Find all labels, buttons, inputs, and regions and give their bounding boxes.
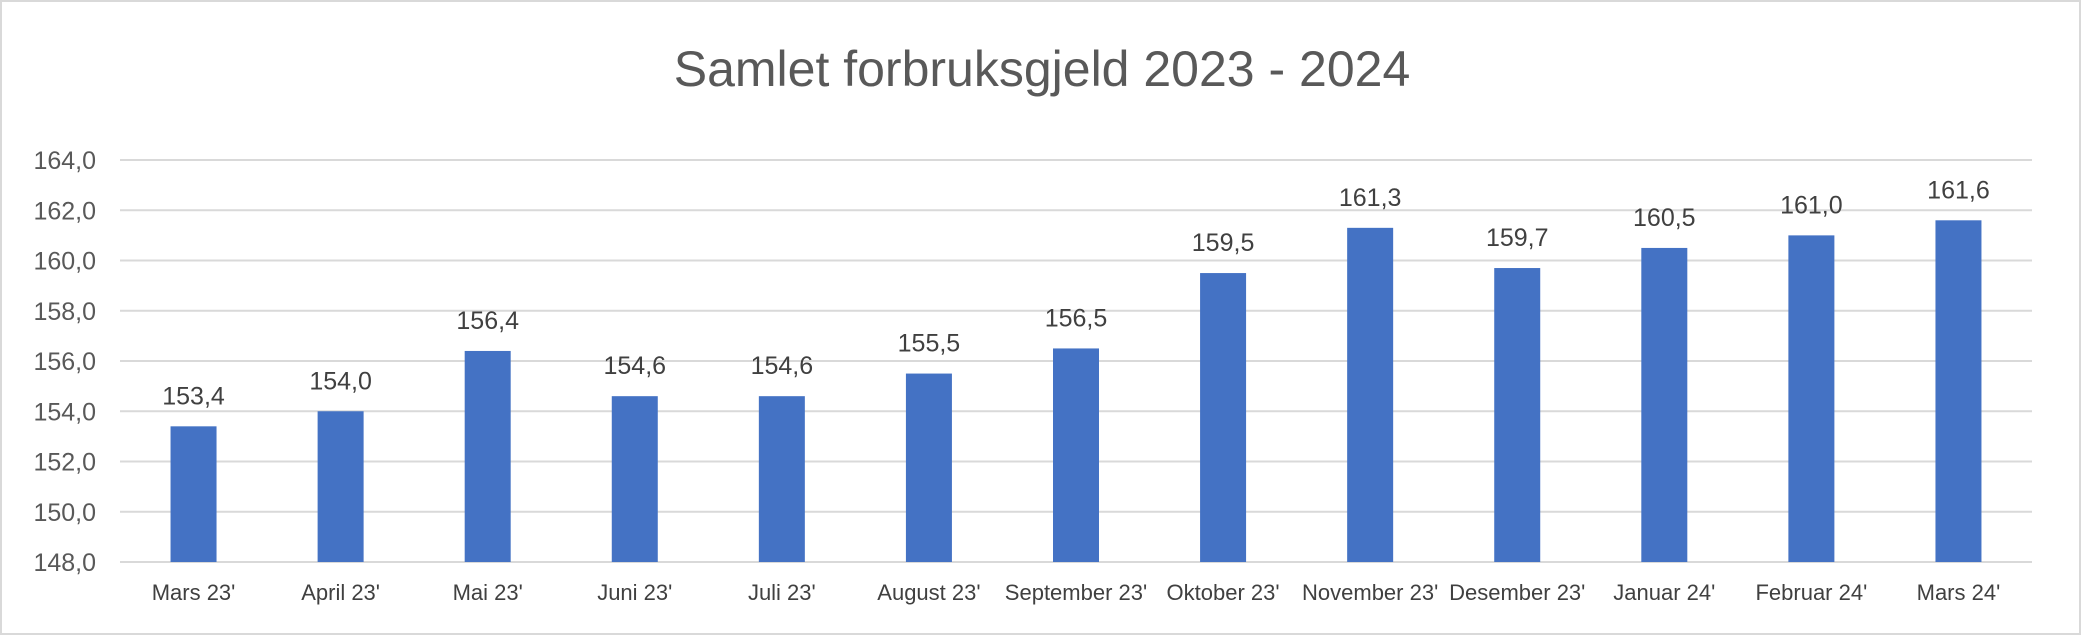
bar [170, 426, 217, 562]
bar [317, 411, 364, 562]
y-tick-label: 158,0 [33, 298, 96, 326]
x-tick-label: Mars 24' [1917, 580, 2001, 605]
data-label: 154,6 [751, 352, 814, 380]
bar [1200, 273, 1247, 562]
x-tick-label: Juli 23' [748, 580, 816, 605]
bar [1935, 220, 1982, 563]
y-tick-label: 160,0 [33, 248, 96, 276]
data-labels: 153,4 154,0 156,4 154,6 154,6 155,5 156,5 159,5… [162, 176, 1989, 410]
bar [1347, 227, 1394, 562]
data-label: 153,4 [162, 382, 225, 410]
data-label: 154,0 [309, 367, 372, 395]
bar [1788, 235, 1835, 562]
y-tick-label: 152,0 [33, 449, 96, 477]
x-tick-label: September 23' [1005, 580, 1147, 605]
data-label: 156,5 [1045, 304, 1108, 332]
bar [611, 396, 658, 562]
data-label: 155,5 [898, 330, 961, 358]
chart-title: Samlet forbruksgjeld 2023 - 2024 [674, 41, 1411, 97]
bar [1641, 247, 1688, 562]
x-tick-label: Februar 24' [1755, 580, 1867, 605]
data-label: 161,0 [1780, 191, 1843, 219]
y-tick-label: 156,0 [33, 348, 96, 376]
x-tick-label: Mai 23' [453, 580, 523, 605]
x-tick-label: Juni 23' [597, 580, 672, 605]
data-label: 161,6 [1927, 176, 1990, 204]
x-tick-label: Oktober 23' [1167, 580, 1280, 605]
bars [170, 220, 1982, 563]
y-axis-ticks: 148,0 150,0 152,0 154,0 156,0 158,0 160,0 162,0… [33, 147, 96, 577]
bar [905, 373, 952, 562]
y-tick-label: 148,0 [33, 549, 96, 577]
x-tick-label: Mars 23' [152, 580, 236, 605]
x-tick-label: Januar 24' [1613, 580, 1715, 605]
data-label: 156,4 [456, 307, 519, 335]
y-tick-label: 150,0 [33, 499, 96, 527]
x-tick-label: August 23' [877, 580, 980, 605]
data-label: 159,7 [1486, 224, 1549, 252]
y-tick-label: 154,0 [33, 398, 96, 426]
data-label: 160,5 [1633, 204, 1696, 232]
y-tick-label: 162,0 [33, 197, 96, 225]
x-axis-ticks: Mars 23' April 23' Mai 23' Juni 23' Juli 23'… [152, 580, 2001, 605]
bar [1494, 268, 1541, 562]
bar [464, 350, 511, 562]
x-tick-label: Desember 23' [1449, 580, 1585, 605]
bar [758, 396, 805, 562]
data-label: 161,3 [1339, 184, 1402, 212]
x-tick-label: November 23' [1302, 580, 1438, 605]
data-label: 159,5 [1192, 229, 1255, 257]
y-tick-label: 164,0 [33, 147, 96, 175]
data-label: 154,6 [603, 352, 666, 380]
x-tick-label: April 23' [301, 580, 380, 605]
bar [1053, 348, 1099, 562]
